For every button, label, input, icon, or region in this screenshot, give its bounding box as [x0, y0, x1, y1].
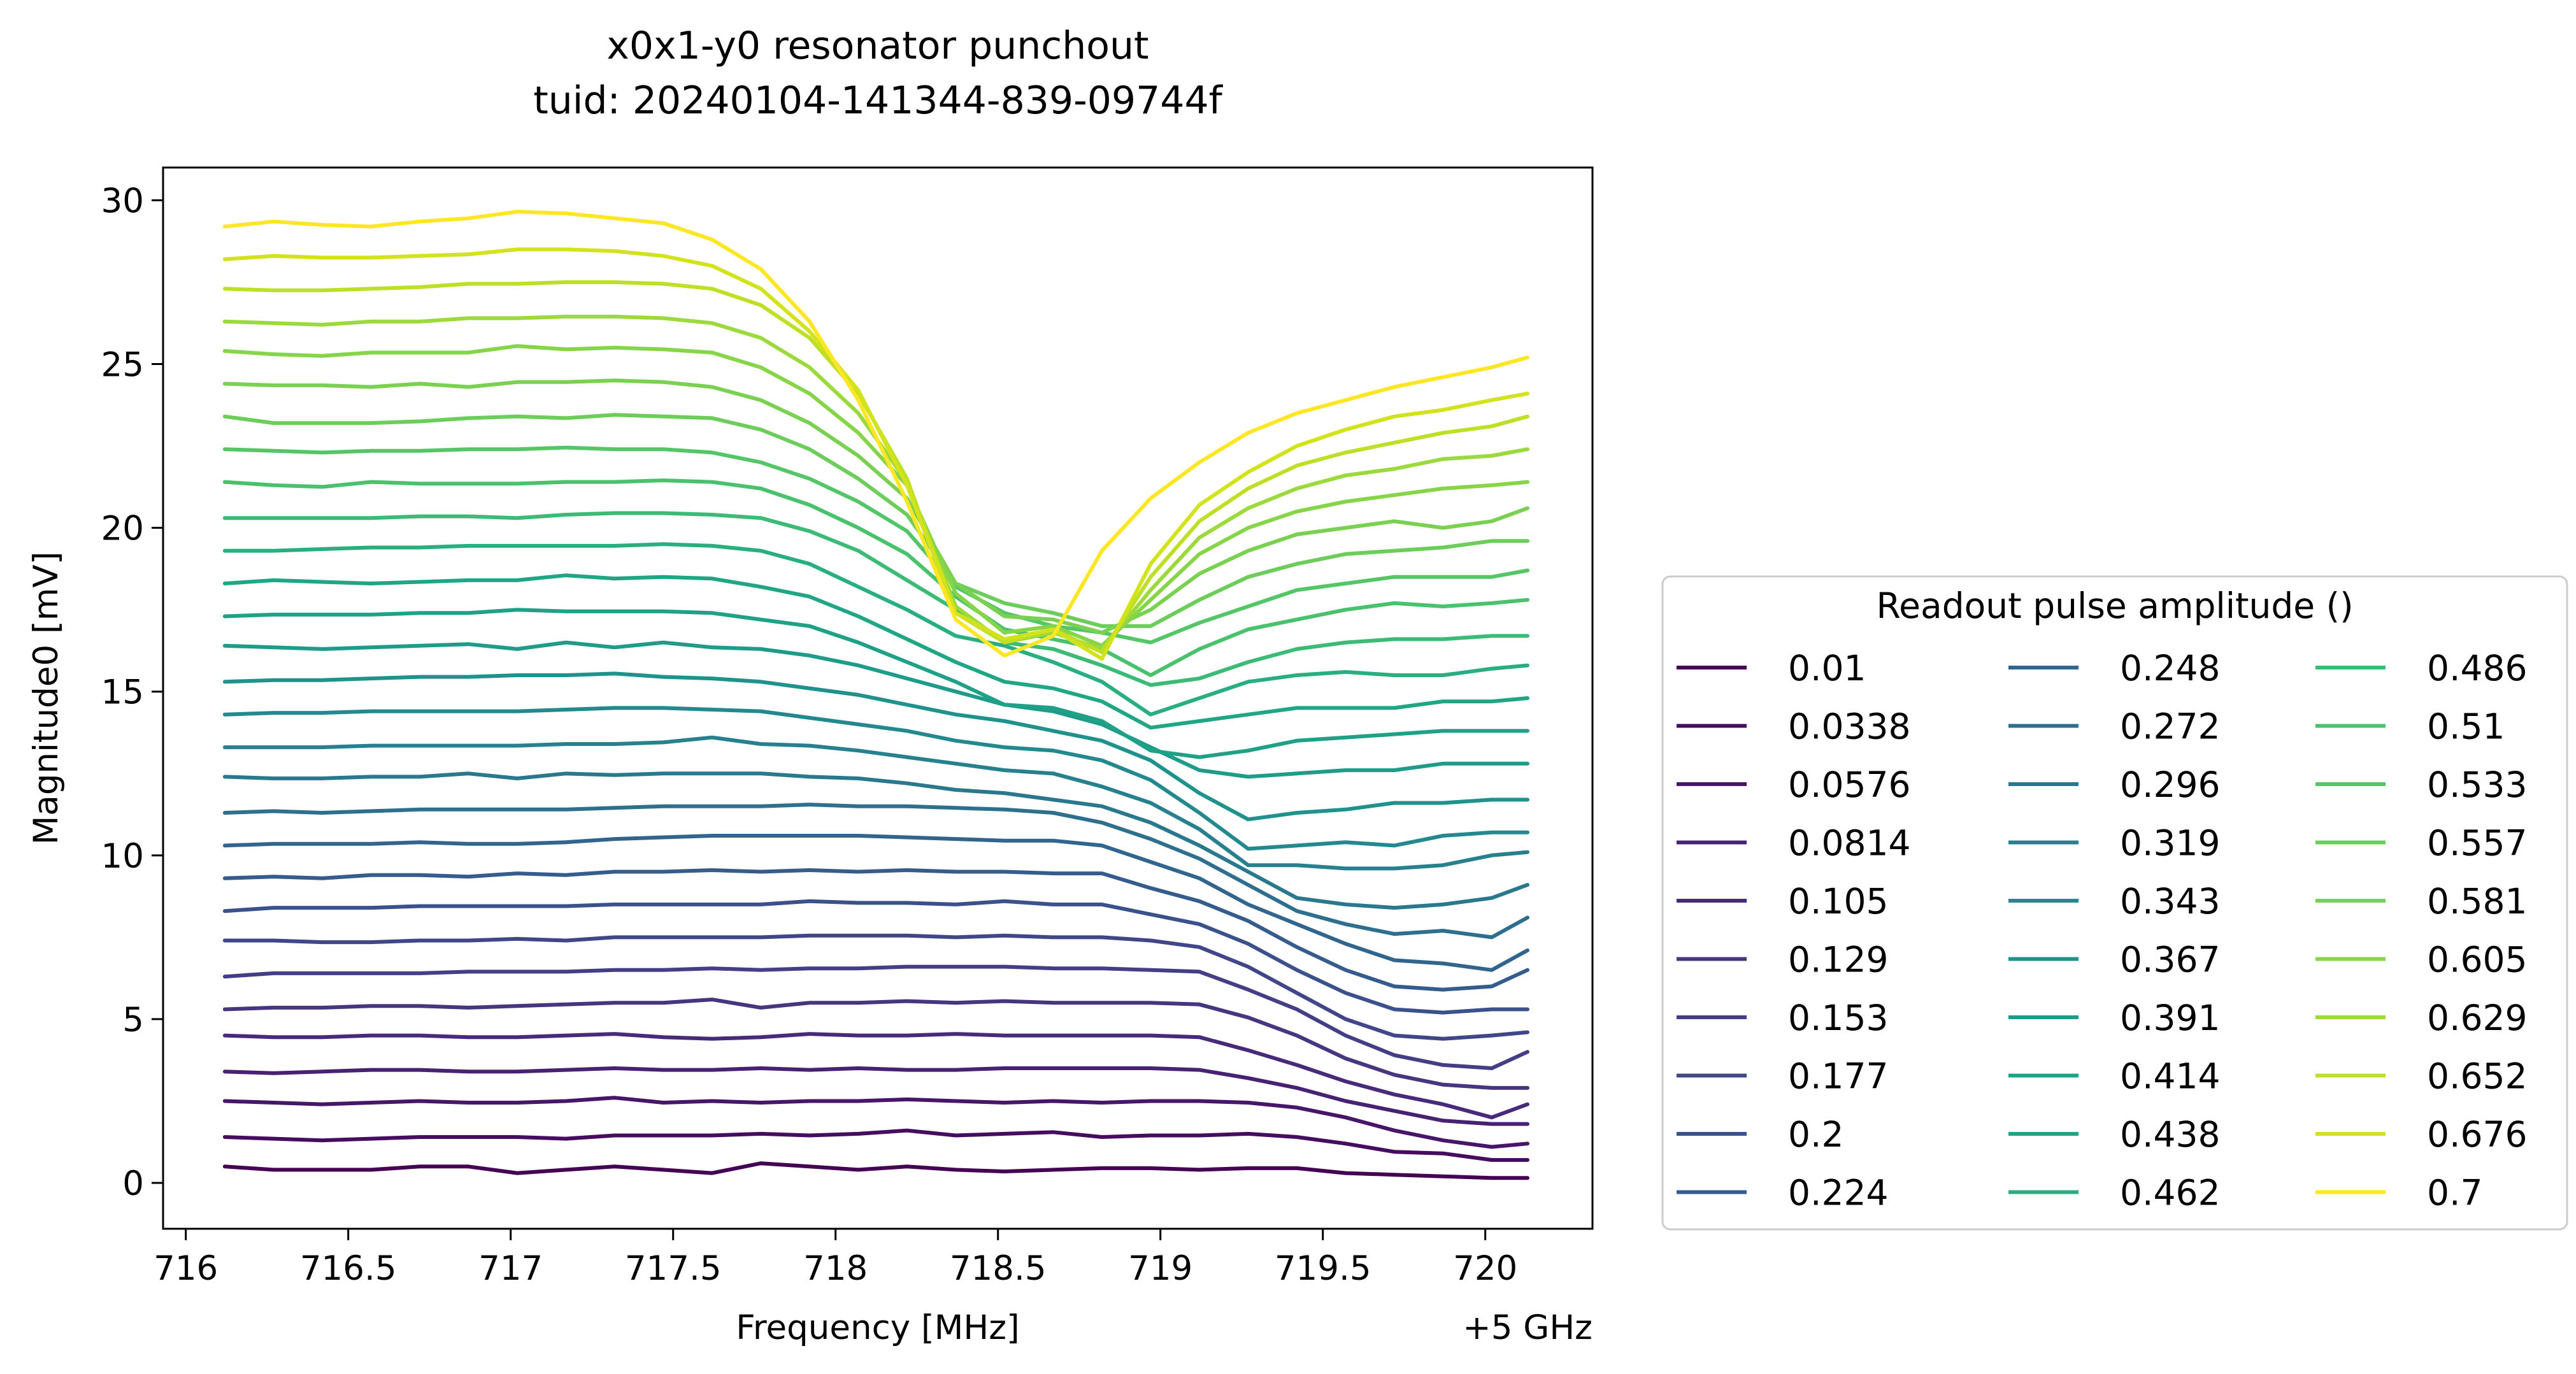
series-line-3	[222, 1066, 1529, 1126]
x-tick-label: 720	[1453, 1249, 1517, 1288]
y-tick-label: 15	[101, 673, 144, 712]
legend-label: 0.0576	[1788, 764, 1910, 805]
x-tick-label: 719	[1128, 1249, 1192, 1288]
legend-frame	[1661, 575, 2568, 1231]
series-line-16	[222, 640, 1529, 779]
series-line-9	[222, 868, 1529, 992]
y-tick-label: 25	[101, 346, 144, 385]
x-tick-label: 718.5	[950, 1249, 1047, 1288]
legend-entries: 0.01 0.0338 0.0576 0.0814 0.105 0.129 0.153 0.1…	[1677, 648, 2527, 1213]
chart-subtitle: tuid: 20240104-141344-839-09744f	[533, 78, 1223, 123]
series-line-29	[222, 210, 1529, 658]
legend-label: 0.343	[2120, 881, 2220, 922]
legend-label: 0.676	[2427, 1114, 2527, 1155]
y-axis: 0 5 10 15 20 25 30	[101, 182, 163, 1203]
y-axis-label: Magnitude0 [mV]	[27, 552, 66, 845]
legend-label: 0.153	[1788, 998, 1888, 1038]
x-axis-offset-label: +5 GHz	[1463, 1308, 1592, 1347]
series-line-17	[222, 608, 1529, 759]
legend-label: 0.462	[2120, 1173, 2220, 1213]
series-line-28	[222, 247, 1529, 661]
x-axis-label: Frequency [MHz]	[736, 1308, 1019, 1347]
legend-label: 0.581	[2427, 881, 2527, 922]
legend-label: 0.105	[1788, 881, 1888, 922]
plot-frame	[162, 166, 1594, 1230]
legend-label: 0.177	[1788, 1056, 1888, 1097]
series-line-8	[222, 899, 1529, 1015]
series-line-14	[222, 706, 1529, 851]
series-line-2	[222, 1096, 1529, 1149]
series-line-24	[222, 378, 1529, 635]
series-line-22	[222, 445, 1529, 645]
x-tick-label: 717	[478, 1249, 543, 1288]
legend-label: 0.272	[2120, 706, 2220, 747]
chart-title: x0x1-y0 resonator punchout	[606, 24, 1148, 68]
series-line-19	[222, 542, 1529, 717]
series-line-1	[222, 1128, 1529, 1162]
legend: Readout pulse amplitude () 0.010.03380.0…	[1661, 575, 2568, 1231]
series-line-11	[222, 803, 1529, 940]
y-tick-label: 5	[122, 1001, 144, 1040]
legend-label: 0.629	[2427, 998, 2527, 1038]
x-tick-label: 716.5	[300, 1249, 397, 1288]
y-tick-label: 10	[101, 837, 144, 876]
series-line-20	[222, 511, 1529, 687]
y-tick-label: 20	[101, 510, 144, 548]
legend-label: 0.129	[1788, 940, 1888, 980]
series-line-23	[222, 413, 1529, 628]
series-line-0	[222, 1161, 1529, 1180]
series-line-15	[222, 671, 1529, 822]
series-layer	[222, 210, 1529, 1180]
series-line-21	[222, 478, 1529, 677]
series-line-5	[222, 998, 1529, 1090]
x-tick-label: 719.5	[1275, 1249, 1371, 1288]
legend-label: 0.01	[1788, 648, 1866, 689]
legend-label: 0.557	[2427, 823, 2527, 864]
series-line-13	[222, 735, 1529, 871]
legend-label: 0.2	[1788, 1114, 1843, 1155]
legend-title: Readout pulse amplitude ()	[1876, 585, 2353, 626]
series-line-18	[222, 573, 1529, 730]
legend-label: 0.438	[2120, 1114, 2220, 1155]
series-line-4	[222, 1032, 1529, 1120]
series-line-7	[222, 933, 1529, 1041]
x-tick-label: 717.5	[625, 1249, 722, 1288]
legend-label: 0.224	[1788, 1173, 1888, 1213]
legend-label: 0.7	[2427, 1173, 2482, 1213]
x-axis: 716 716.5 717 717.5 718 718.5 719 719.5 720	[154, 1229, 1517, 1288]
series-line-6	[222, 964, 1529, 1070]
y-tick-label: 0	[122, 1164, 144, 1203]
series-line-10	[222, 834, 1529, 972]
legend-label: 0.605	[2427, 940, 2527, 980]
legend-label: 0.0814	[1788, 823, 1910, 864]
x-tick-label: 716	[154, 1249, 218, 1288]
series-line-25	[222, 344, 1529, 648]
legend-label: 0.367	[2120, 940, 2220, 980]
legend-label: 0.248	[2120, 648, 2220, 689]
series-line-12	[222, 771, 1529, 910]
legend-label: 0.652	[2427, 1056, 2527, 1097]
y-tick-label: 30	[101, 182, 144, 220]
legend-label: 0.0338	[1788, 706, 1910, 747]
legend-label: 0.533	[2427, 764, 2527, 805]
legend-label: 0.391	[2120, 998, 2220, 1038]
x-tick-label: 718	[803, 1249, 868, 1288]
legend-label: 0.51	[2427, 706, 2505, 747]
legend-label: 0.296	[2120, 764, 2220, 805]
legend-label: 0.486	[2427, 648, 2527, 689]
legend-label: 0.414	[2120, 1056, 2220, 1097]
legend-label: 0.319	[2120, 823, 2220, 864]
